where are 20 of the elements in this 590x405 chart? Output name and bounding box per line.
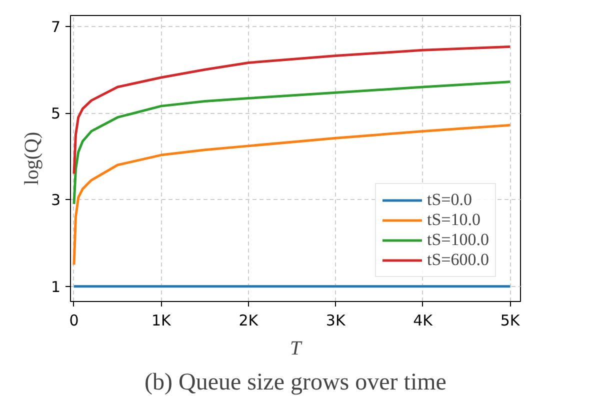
y-tick-label: 7 (50, 18, 61, 36)
legend-label: tS=10.0 (426, 210, 480, 230)
line-series (72, 80, 512, 206)
text: (b) Queue size grows over time (144, 370, 446, 396)
x-tick-label: 4K (413, 312, 434, 330)
y-tick-label: 5 (50, 104, 61, 122)
y-tick-label: 3 (50, 191, 61, 210)
x-tick-label: 3K (326, 312, 346, 330)
x-tick-label: 1K (152, 312, 172, 330)
line-series (72, 124, 512, 266)
x-axis-title: T (290, 338, 303, 360)
legend-label: tS=100.0 (426, 230, 489, 250)
y-axis-title: log(Q) (20, 132, 43, 186)
y-tick-label: 1 (50, 278, 61, 296)
line-series (72, 45, 512, 175)
legend-label: tS=0.0 (426, 190, 472, 210)
x-tick-label: 5K (500, 312, 521, 330)
x-tick-label: 2K (238, 312, 260, 330)
legend-label: tS=600.0 (426, 250, 489, 270)
x-tick-label: 0 (69, 312, 79, 330)
